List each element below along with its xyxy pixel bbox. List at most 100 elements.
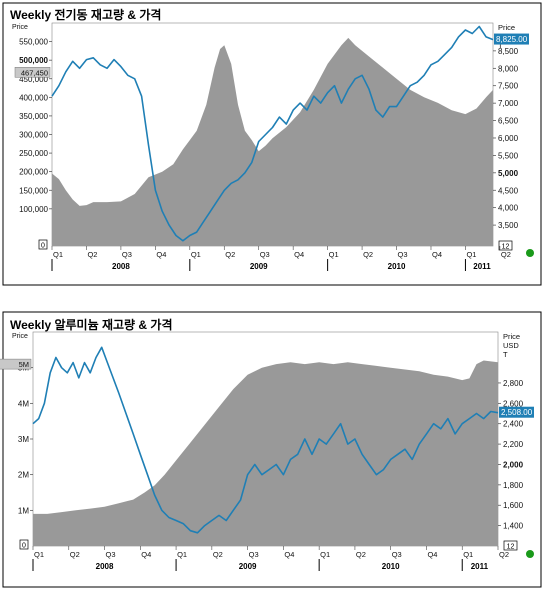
right-box-label: 12 xyxy=(507,544,515,551)
right-box-label: 12 xyxy=(502,244,510,251)
right-box xyxy=(498,240,513,251)
zero-box-label: 0 xyxy=(41,243,45,250)
right-tick-label: 5,000 xyxy=(498,169,519,178)
left-tick-label: 300,000 xyxy=(19,131,48,140)
quarter-label: Q1 xyxy=(463,550,473,559)
quarter-label: Q2 xyxy=(225,250,235,259)
right-tick-label: 7,000 xyxy=(498,99,519,108)
quarter-label: Q2 xyxy=(87,250,97,259)
right-tick-label: 4,000 xyxy=(498,204,519,213)
zero-box-label: 0 xyxy=(22,543,26,550)
quarter-label: Q1 xyxy=(177,550,187,559)
price-line-series xyxy=(51,25,494,242)
quarter-label: Q4 xyxy=(294,250,304,259)
quarter-label: Q3 xyxy=(122,250,132,259)
current-price-badge xyxy=(494,33,529,45)
right-tick-label: 2,600 xyxy=(503,399,524,408)
left-value-marker xyxy=(0,358,32,370)
right-tick-label: 6,000 xyxy=(498,134,519,143)
right-tick-label: 2,000 xyxy=(503,460,524,469)
left-value-marker xyxy=(14,67,51,78)
status-indicator-dot xyxy=(526,550,534,558)
quarter-label: Q4 xyxy=(427,550,437,559)
quarter-label: Q3 xyxy=(106,550,116,559)
quarter-label: Q2 xyxy=(213,550,223,559)
left-tick-label: 450,000 xyxy=(19,75,48,84)
quarter-label: Q1 xyxy=(53,250,63,259)
right-tick-label: 2,400 xyxy=(503,420,524,429)
left-tick-label: 500,000 xyxy=(19,56,48,65)
current-price-badge xyxy=(499,406,534,418)
right-tick-label: 7,500 xyxy=(498,82,519,91)
status-indicator-dot xyxy=(526,249,534,257)
quarter-label: Q3 xyxy=(398,250,408,259)
left-tick-label: 150,000 xyxy=(19,186,48,195)
current-price-badge-label: 8,825.00 xyxy=(496,35,528,44)
right-tick-label: 8,500 xyxy=(498,47,519,56)
zero-box xyxy=(38,239,48,250)
quarter-label: Q1 xyxy=(466,250,476,259)
quarter-label: Q3 xyxy=(249,550,259,559)
quarter-label: Q4 xyxy=(156,250,166,259)
right-tick-label: 2,200 xyxy=(503,440,524,449)
quarter-label: Q2 xyxy=(499,550,509,559)
inventory-area-series xyxy=(33,360,498,546)
right-tick-label: 3,500 xyxy=(498,221,519,230)
left-tick-label: 100,000 xyxy=(19,205,48,214)
left-tick-label: 400,000 xyxy=(19,93,48,102)
year-label: 2010 xyxy=(388,262,406,271)
right-tick-label: 8,000 xyxy=(498,64,519,73)
left-tick-label: 350,000 xyxy=(19,112,48,121)
left-tick-label: 4M xyxy=(18,399,29,408)
year-label: 2010 xyxy=(382,562,400,571)
right-box xyxy=(503,540,518,551)
left-tick-label: 550,000 xyxy=(19,38,48,47)
chart-1: Weekly 전기동 재고량 & 가격 550,000 500,000 450,000… xyxy=(2,2,542,286)
quarter-label: Q1 xyxy=(320,550,330,559)
chart-2: Weekly 알루미늄 재고량 & 가격5M4M3M2M1MPrice5M02,… xyxy=(0,311,542,588)
quarter-label: Q2 xyxy=(70,550,80,559)
right-axis-header: T xyxy=(498,41,503,50)
right-tick-label: 1,600 xyxy=(503,501,524,510)
right-axis-header: USD xyxy=(503,341,519,350)
current-price-badge-label: 2,508.00 xyxy=(501,408,533,417)
year-label: 2011 xyxy=(473,262,491,271)
left-axis-top-label: Price xyxy=(12,333,28,340)
right-tick-label: 4,500 xyxy=(498,186,519,195)
left-tick-label: 3M xyxy=(18,435,29,444)
quarter-label: Q3 xyxy=(392,550,402,559)
right-tick-label: 5,500 xyxy=(498,151,519,160)
year-label: 2008 xyxy=(96,562,114,571)
left-tick-label: 2M xyxy=(18,471,29,480)
quarter-label: Q1 xyxy=(34,550,44,559)
right-tick-label: 1,800 xyxy=(503,481,524,490)
left-tick-label: 200,000 xyxy=(19,168,48,177)
right-axis-header: T xyxy=(503,350,508,359)
quarter-label: Q4 xyxy=(432,250,442,259)
year-label: 2009 xyxy=(239,562,257,571)
year-label: 2008 xyxy=(112,262,130,271)
chart-title: Weekly 알루미늄 재고량 & 가격 xyxy=(10,317,173,332)
quarter-label: Q1 xyxy=(191,250,201,259)
quarter-label: Q1 xyxy=(329,250,339,259)
left-value-marker-label: 467,450 xyxy=(21,68,48,77)
quarter-label: Q4 xyxy=(141,550,151,559)
left-axis-top-label: Price xyxy=(12,24,28,31)
left-value-marker-label: 5M xyxy=(19,360,29,369)
zero-box xyxy=(19,539,29,550)
inventory-area-series xyxy=(52,37,493,247)
right-axis-header: Price xyxy=(498,23,515,32)
quarter-label: Q2 xyxy=(501,250,511,259)
right-tick-label: 6,500 xyxy=(498,117,519,126)
quarter-label: Q3 xyxy=(260,250,270,259)
price-line-series xyxy=(32,346,499,534)
right-axis-header: Price xyxy=(503,332,520,341)
chart-title: Weekly 전기동 재고량 & 가격 xyxy=(10,7,161,22)
quarter-label: Q4 xyxy=(284,550,294,559)
left-tick-label: 250,000 xyxy=(19,149,48,158)
year-label: 2009 xyxy=(250,262,268,271)
left-tick-label: 1M xyxy=(18,506,29,515)
right-tick-label: 2,800 xyxy=(503,379,524,388)
quarter-label: Q2 xyxy=(363,250,373,259)
